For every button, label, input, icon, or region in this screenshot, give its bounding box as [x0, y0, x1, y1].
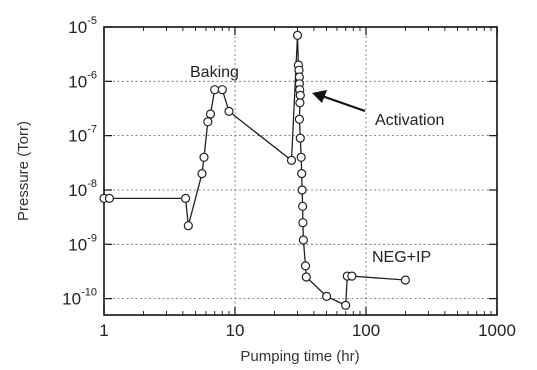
- y-tick-label: 10-10: [62, 287, 97, 309]
- data-point: [322, 291, 332, 301]
- axis-ticks: [103, 26, 498, 315]
- data-point: [296, 152, 306, 162]
- data-point: [199, 152, 209, 162]
- y-tick-label: 10-7: [68, 124, 97, 146]
- data-point: [298, 201, 308, 211]
- data-point: [301, 272, 311, 282]
- data-point: [298, 218, 308, 228]
- data-point: [181, 193, 191, 203]
- data-point: [210, 85, 220, 95]
- annotation-baking: Baking: [190, 64, 239, 81]
- series-line: [104, 35, 406, 307]
- y-tick-label: 10-6: [68, 69, 97, 91]
- y-tick-labels: 10-5 10-6 10-7 10-8 10-9 10-10: [62, 15, 97, 309]
- y-tick-label: 10-8: [68, 178, 97, 200]
- data-point: [400, 275, 410, 285]
- y-tick-label: 10-5: [68, 15, 97, 37]
- annotation-neg-ip: NEG+IP: [372, 249, 431, 266]
- data-point: [224, 106, 234, 117]
- data-point: [300, 261, 311, 271]
- grid-lines: [104, 27, 497, 315]
- plot-frame: [103, 26, 498, 316]
- data-point: [203, 117, 213, 127]
- data-point: [347, 271, 357, 281]
- x-tick-labels: 1 10 100 1000: [99, 321, 516, 340]
- activation-arrow: [312, 90, 366, 113]
- data-point: [292, 30, 303, 41]
- data-point: [197, 169, 207, 179]
- data-point: [295, 90, 305, 101]
- y-axis-label: Pressure (Torr): [15, 121, 32, 221]
- data-point: [205, 109, 216, 119]
- data-point: [183, 221, 193, 231]
- data-point: [104, 193, 115, 203]
- data-point: [297, 185, 307, 195]
- data-point: [295, 133, 305, 143]
- data-point: [295, 98, 305, 108]
- data-point: [286, 155, 297, 165]
- data-point: [341, 300, 351, 310]
- data-point: [217, 85, 227, 95]
- y-tick-label: 10-9: [68, 232, 97, 254]
- data-point: [297, 169, 307, 179]
- data-points: [99, 30, 410, 310]
- x-axis-label: Pumping time (hr): [240, 348, 359, 365]
- data-point: [294, 114, 304, 124]
- annotation-activation: Activation: [375, 112, 444, 129]
- x-tick-label: 10: [226, 321, 245, 340]
- x-tick-label: 1: [99, 321, 108, 340]
- data-point: [298, 235, 308, 245]
- x-tick-label: 1000: [478, 321, 516, 340]
- x-tick-label: 100: [352, 321, 380, 340]
